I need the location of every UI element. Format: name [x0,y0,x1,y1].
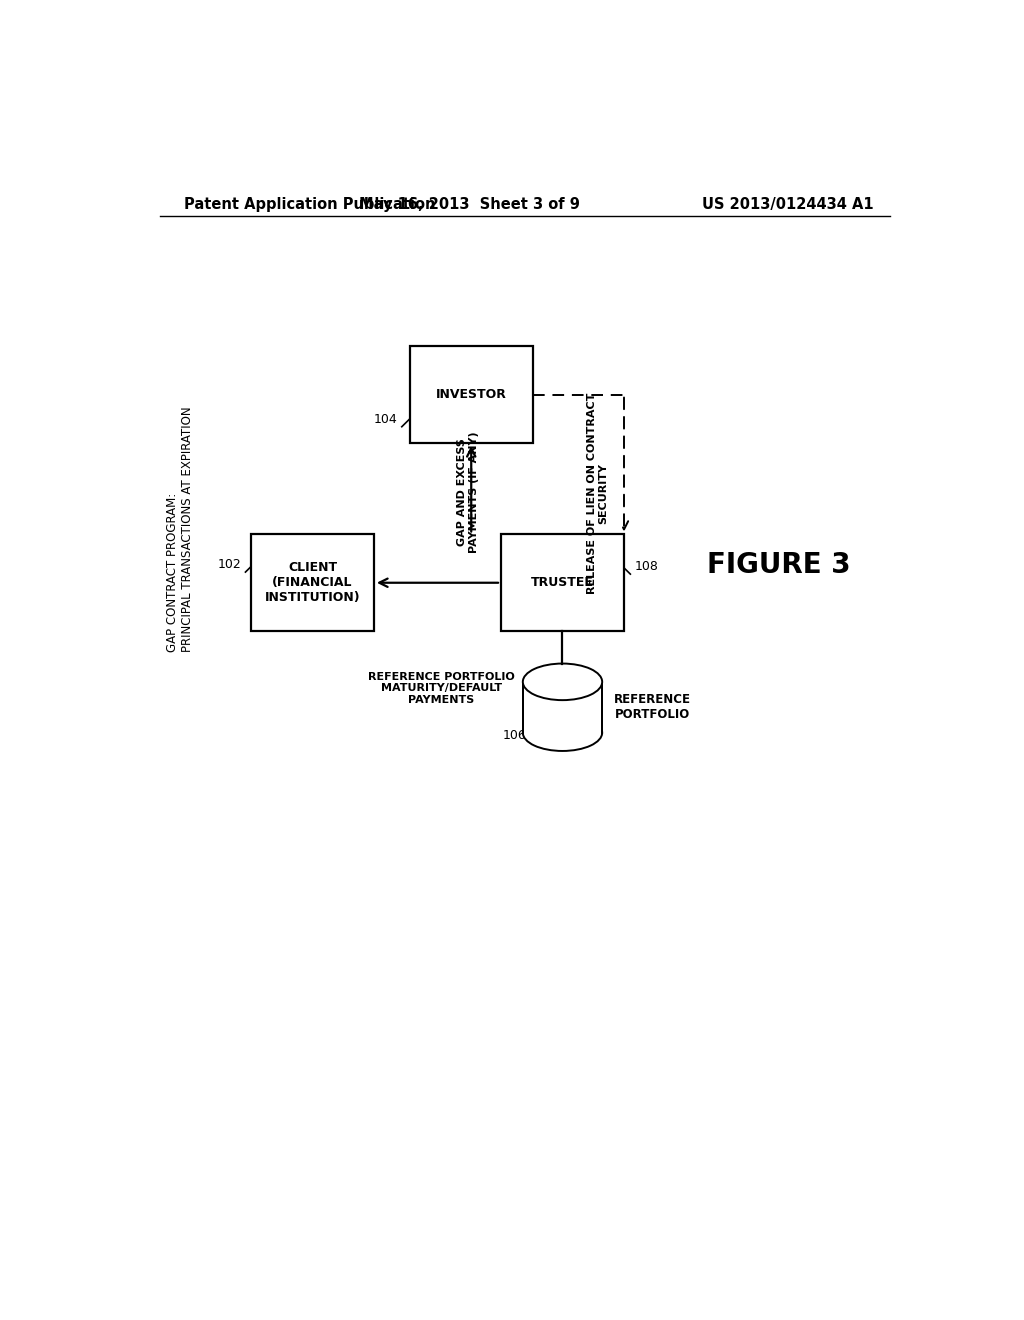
Bar [523,682,602,733]
Ellipse shape [523,714,602,751]
Text: 108: 108 [634,561,658,573]
Text: INVESTOR: INVESTOR [436,388,507,401]
Bar [501,535,624,631]
Text: 104: 104 [374,413,397,426]
Bar [251,535,374,631]
Text: GAP CONTRACT PROGRAM:
PRINCIPAL TRANSACTIONS AT EXPIRATION: GAP CONTRACT PROGRAM: PRINCIPAL TRANSACT… [166,407,194,652]
Bar [410,346,532,444]
Text: May 16, 2013  Sheet 3 of 9: May 16, 2013 Sheet 3 of 9 [358,197,580,211]
Text: 106: 106 [503,729,526,742]
Text: FIGURE 3: FIGURE 3 [707,550,851,579]
Text: Patent Application Publication: Patent Application Publication [183,197,435,211]
Ellipse shape [523,664,602,700]
Text: REFERENCE PORTFOLIO
MATURITY/DEFAULT
PAYMENTS: REFERENCE PORTFOLIO MATURITY/DEFAULT PAY… [368,672,515,705]
Text: CLIENT
(FINANCIAL
INSTITUTION): CLIENT (FINANCIAL INSTITUTION) [264,561,360,605]
Text: RELEASE OF LIEN ON CONTRACT
SECURITY: RELEASE OF LIEN ON CONTRACT SECURITY [587,393,608,594]
Text: 102: 102 [218,558,242,572]
Text: US 2013/0124434 A1: US 2013/0124434 A1 [702,197,873,211]
Text: GAP AND EXCESS
PAYMENTS (IF ANY): GAP AND EXCESS PAYMENTS (IF ANY) [458,430,479,553]
Text: TRUSTEE: TRUSTEE [531,577,594,589]
Text: REFERENCE
PORTFOLIO: REFERENCE PORTFOLIO [614,693,691,721]
